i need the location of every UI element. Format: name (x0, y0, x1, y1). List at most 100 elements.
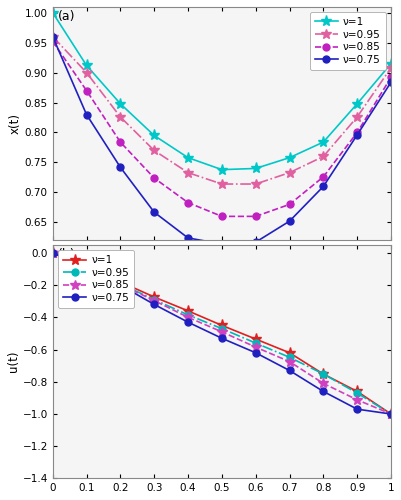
ν=1 (186, 154, 190, 160)
ν=1 (186, 308, 190, 314)
ν=0.85 (253, 344, 258, 350)
ν=0.95 (321, 154, 326, 160)
ν=0.75 (84, 112, 89, 117)
ν=0.85 (152, 298, 156, 304)
ν=0.75 (50, 34, 55, 40)
Y-axis label: x(t): x(t) (9, 113, 22, 134)
ν=1 (219, 166, 224, 172)
ν=0.75 (219, 241, 224, 247)
ν=0.95 (186, 312, 190, 318)
ν=0.75 (355, 132, 360, 138)
ν=0.95 (355, 114, 360, 120)
ν=0.85 (186, 200, 190, 205)
ν=0.85 (321, 380, 326, 386)
ν=0.95 (253, 181, 258, 187)
ν=1 (50, 10, 55, 16)
ν=0.75 (287, 368, 292, 374)
ν=0.75 (152, 209, 156, 215)
ν=0.85 (118, 139, 123, 145)
Line: ν=0.75: ν=0.75 (49, 33, 395, 248)
ν=0.85 (84, 265, 89, 271)
ν=0.75 (186, 319, 190, 325)
ν=0.75 (152, 302, 156, 308)
ν=0.75 (253, 350, 258, 356)
Text: (b): (b) (58, 248, 75, 262)
ν=1 (321, 139, 326, 145)
ν=1 (152, 294, 156, 300)
ν=0.95 (152, 148, 156, 154)
ν=0.95 (219, 326, 224, 332)
ν=0.95 (50, 34, 55, 40)
ν=0.75 (219, 336, 224, 342)
Y-axis label: u(t): u(t) (7, 351, 20, 372)
ν=0.85 (355, 130, 360, 136)
ν=1 (287, 154, 292, 160)
ν=0.95 (50, 250, 55, 256)
ν=0.95 (84, 265, 89, 271)
Line: ν=0.95: ν=0.95 (48, 32, 396, 189)
ν=0.95 (186, 170, 190, 175)
ν=1 (152, 132, 156, 138)
ν=0.95 (389, 65, 393, 71)
ν=1 (389, 411, 393, 417)
ν=1 (84, 62, 89, 68)
ν=0.95 (253, 340, 258, 346)
ν=0.75 (287, 218, 292, 224)
ν=1 (50, 250, 55, 256)
ν=0.75 (118, 164, 123, 170)
ν=0.85 (287, 358, 292, 364)
ν=1 (355, 388, 360, 394)
ν=0.75 (50, 250, 55, 256)
ν=0.75 (118, 282, 123, 288)
ν=0.75 (389, 411, 393, 417)
ν=0.85 (219, 329, 224, 335)
ν=0.95 (84, 70, 89, 75)
ν=0.85 (355, 397, 360, 403)
ν=0.75 (389, 79, 393, 85)
ν=0.95 (118, 281, 123, 287)
Legend: ν=1, ν=0.95, ν=0.85, ν=0.75: ν=1, ν=0.95, ν=0.85, ν=0.75 (310, 12, 386, 70)
ν=0.75 (186, 235, 190, 241)
ν=0.95 (152, 296, 156, 302)
ν=1 (253, 166, 258, 172)
Line: ν=0.85: ν=0.85 (48, 248, 396, 419)
Line: ν=0.95: ν=0.95 (49, 250, 395, 418)
ν=0.85 (50, 250, 55, 256)
ν=1 (287, 350, 292, 356)
Legend: ν=1, ν=0.95, ν=0.85, ν=0.75: ν=1, ν=0.95, ν=0.85, ν=0.75 (58, 250, 134, 308)
ν=0.85 (50, 38, 55, 44)
ν=1 (219, 322, 224, 328)
ν=0.95 (321, 371, 326, 377)
Text: (a): (a) (58, 10, 75, 23)
ν=0.85 (287, 202, 292, 207)
ν=0.85 (389, 74, 393, 80)
ν=0.95 (355, 390, 360, 396)
ν=0.75 (321, 184, 326, 190)
ν=0.85 (389, 411, 393, 417)
ν=1 (84, 264, 89, 270)
ν=0.85 (219, 214, 224, 220)
Line: ν=1: ν=1 (47, 7, 397, 175)
ν=1 (118, 100, 123, 106)
ν=0.85 (84, 88, 89, 94)
ν=0.75 (355, 406, 360, 412)
ν=0.85 (152, 175, 156, 181)
ν=0.75 (84, 266, 89, 272)
ν=0.85 (321, 174, 326, 180)
ν=1 (389, 60, 393, 66)
ν=0.95 (389, 411, 393, 417)
ν=1 (118, 279, 123, 285)
ν=0.75 (253, 239, 258, 245)
ν=0.95 (118, 114, 123, 120)
ν=0.95 (287, 354, 292, 360)
Line: ν=0.75: ν=0.75 (49, 250, 395, 418)
ν=0.85 (118, 282, 123, 288)
ν=0.85 (253, 214, 258, 220)
Line: ν=0.85: ν=0.85 (49, 38, 395, 220)
ν=0.95 (287, 170, 292, 175)
ν=0.95 (219, 181, 224, 187)
Line: ν=1: ν=1 (47, 248, 397, 420)
ν=1 (253, 336, 258, 342)
ν=0.75 (321, 388, 326, 394)
ν=1 (355, 100, 360, 106)
